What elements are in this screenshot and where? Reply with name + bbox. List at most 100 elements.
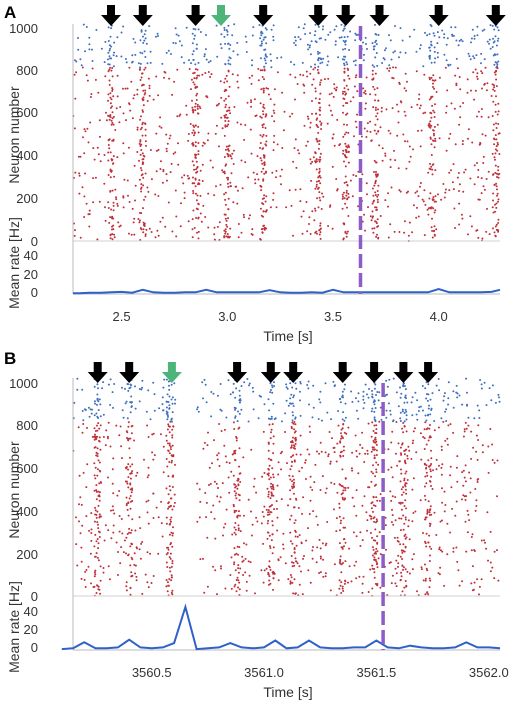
spike-dot [96,424,98,427]
spike-dot [343,87,346,90]
spike-dot [475,229,478,232]
spike-dot [487,559,489,562]
spike-dot [94,176,97,179]
spike-dot [294,44,297,47]
spike-dot [492,37,494,40]
spike-dot [94,466,97,469]
spike-dot [335,86,338,89]
spike-dot [128,437,130,440]
spike-dot [127,439,130,442]
spike-dot [146,551,149,554]
spike-dot [193,131,196,134]
spike-dot [388,378,391,381]
spike-dot [78,172,81,175]
spike-dot [271,386,274,389]
spike-dot [169,420,172,423]
spike-dot [423,428,426,431]
spike-dot [443,490,446,493]
spike-dot [344,477,347,480]
spike-dot [370,450,373,453]
spike-dot [320,79,323,82]
spike-dot [147,466,150,469]
spike-dot [134,41,137,44]
spike-dot [273,88,276,91]
spike-dot [314,66,317,69]
spike-dot [267,449,270,452]
spike-dot [197,125,200,128]
spike-dot [423,73,426,76]
spike-dot [356,113,359,116]
spike-dot [220,567,222,570]
spike-dot [400,101,403,104]
spike-dot [294,439,297,442]
spike-dot [109,47,111,50]
spike-dot [237,567,240,570]
spike-dot [126,482,129,485]
spike-dot [495,127,498,129]
spike-dot [74,97,77,100]
spike-dot [476,478,479,481]
spike-dot [493,84,495,87]
spike-dot [264,171,267,174]
spike-dot [446,437,449,440]
spike-dot [432,109,435,112]
spike-dot [374,436,377,439]
spike-dot [237,189,239,192]
spike-dot [216,225,219,228]
spike-dot [429,398,432,401]
spike-dot [117,574,119,576]
spike-dot [486,82,489,85]
spike-dot [264,27,267,30]
spike-dot [449,531,452,534]
spike-dot [240,408,243,411]
spike-dot [467,233,469,236]
spike-dot [227,217,230,220]
spike-dot [335,25,338,28]
spike-dot [376,190,379,192]
spike-dot [481,237,484,240]
spike-dot [292,483,295,486]
spike-dot [193,77,196,80]
spike-dot [375,461,378,464]
spike-dot [234,396,237,399]
spike-dot [173,505,175,508]
spike-dot [303,84,306,87]
spike-dot [130,405,133,408]
spike-dot [315,123,318,126]
spike-dot [373,571,376,574]
spike-dot [289,489,292,492]
spike-dot [145,410,148,413]
spike-dot [124,402,127,405]
spike-dot [260,31,262,34]
spike-dot [99,448,102,451]
spike-dot [157,148,160,151]
spike-dot [108,44,111,47]
spike-dot [185,104,188,107]
spike-dot [169,446,172,448]
spike-dot [133,233,136,236]
spike-dot [127,146,130,149]
spike-dot [416,190,419,193]
spike-dot [237,579,240,582]
spike-dot [305,539,308,542]
spike-dot [299,188,302,191]
spike-dot [95,490,98,493]
spike-dot [227,153,230,156]
arrow-down-icon [418,362,439,383]
spike-dot [107,93,110,96]
spike-dot [263,78,265,81]
spike-dot [429,126,432,129]
spike-dot [229,185,232,188]
spike-dot [263,68,266,71]
spike-dot [112,204,115,207]
spike-dot [332,133,335,136]
spike-dot [229,227,232,230]
spike-dot [427,593,430,596]
spike-dot [93,427,96,430]
spike-dot [417,410,420,412]
spike-dot [168,395,171,398]
spike-dot [196,68,199,71]
spike-dot [373,184,376,187]
spike-dot [371,567,374,570]
